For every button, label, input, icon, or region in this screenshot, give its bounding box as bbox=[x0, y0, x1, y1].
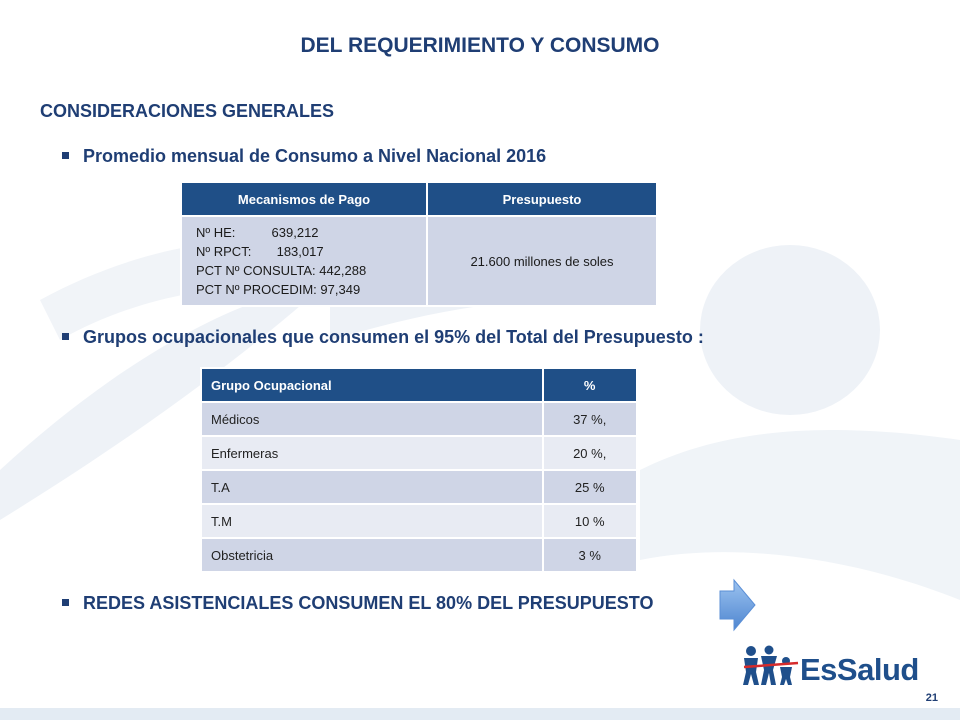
bullet-consumo: Promedio mensual de Consumo a Nivel Naci… bbox=[62, 146, 546, 167]
table-cell-mecanismos: Nº HE: 639,212 Nº RPCT: 183,017 PCT Nº C… bbox=[180, 215, 428, 307]
mecanismo-line: PCT Nº CONSULTA: 442,288 bbox=[196, 263, 367, 278]
bullet-text: Promedio mensual de Consumo a Nivel Naci… bbox=[83, 146, 547, 166]
table-header: Presupuesto bbox=[426, 181, 658, 217]
bullet-grupos: Grupos ocupacionales que consumen el 95%… bbox=[62, 327, 704, 348]
occupational-groups-table: Grupo Ocupacional % Médicos 37 %, Enferm… bbox=[199, 367, 638, 573]
bullet-square-icon bbox=[62, 599, 69, 606]
table-cell: 25 % bbox=[542, 469, 638, 505]
page-number: 21 bbox=[925, 692, 938, 704]
table-header: % bbox=[542, 367, 638, 403]
table-cell: T.M bbox=[199, 503, 545, 539]
table-cell: Médicos bbox=[199, 401, 545, 437]
bullet-square-icon bbox=[62, 333, 69, 340]
table-row: T.M 10 % bbox=[199, 503, 638, 539]
bullet-square-icon bbox=[62, 152, 69, 159]
table-header: Grupo Ocupacional bbox=[199, 367, 545, 403]
table-header: Mecanismos de Pago bbox=[180, 181, 428, 217]
bullet-text: REDES ASISTENCIALES CONSUMEN EL 80% DEL … bbox=[83, 593, 654, 613]
table-row: Obstetricia 3 % bbox=[199, 537, 638, 573]
table-cell: 37 %, bbox=[542, 401, 638, 437]
bullet-text: Grupos ocupacionales que consumen el 95%… bbox=[83, 327, 704, 347]
mecanismo-line: Nº HE: 639,212 bbox=[196, 225, 319, 240]
essalud-logo-text: EsSalud bbox=[800, 652, 919, 687]
bullet-redes: REDES ASISTENCIALES CONSUMEN EL 80% DEL … bbox=[62, 593, 653, 614]
table-row: Enfermeras 20 %, bbox=[199, 435, 638, 471]
table-cell: Enfermeras bbox=[199, 435, 545, 471]
table-cell: 3 % bbox=[542, 537, 638, 573]
table-cell-presupuesto: 21.600 millones de soles bbox=[426, 215, 658, 307]
arrow-right-icon bbox=[719, 578, 756, 632]
essalud-family-logo-icon bbox=[743, 645, 799, 685]
section-heading: CONSIDERACIONES GENERALES bbox=[40, 101, 335, 121]
table-cell: 20 %, bbox=[542, 435, 638, 471]
table-row: T.A 25 % bbox=[199, 469, 638, 505]
table-cell: T.A bbox=[199, 469, 545, 505]
mecanismo-line: Nº RPCT: 183,017 bbox=[196, 244, 324, 259]
table-row: Médicos 37 %, bbox=[199, 401, 638, 437]
table-cell: Obstetricia bbox=[199, 537, 545, 573]
footer-band bbox=[0, 708, 960, 720]
mecanismo-line: PCT Nº PROCEDIM: 97,349 bbox=[196, 282, 361, 297]
payment-mechanisms-table: Mecanismos de Pago Presupuesto Nº HE: 63… bbox=[180, 181, 658, 307]
slide-title: DEL REQUERIMIENTO Y CONSUMO bbox=[300, 34, 660, 57]
table-cell: 10 % bbox=[542, 503, 638, 539]
